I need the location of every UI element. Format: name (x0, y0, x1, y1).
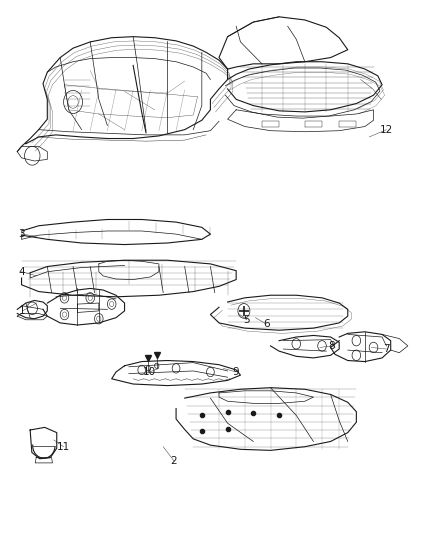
Text: 8: 8 (328, 341, 335, 351)
Text: 3: 3 (18, 229, 25, 239)
Text: 5: 5 (244, 315, 250, 325)
Text: 7: 7 (383, 344, 390, 354)
Text: 1: 1 (19, 306, 26, 316)
Text: 10: 10 (143, 367, 156, 377)
Text: 4: 4 (18, 266, 25, 277)
Text: 2: 2 (171, 456, 177, 466)
Text: 11: 11 (57, 442, 70, 451)
Text: 9: 9 (233, 367, 240, 377)
Text: 6: 6 (263, 319, 269, 329)
Text: 12: 12 (380, 125, 393, 135)
